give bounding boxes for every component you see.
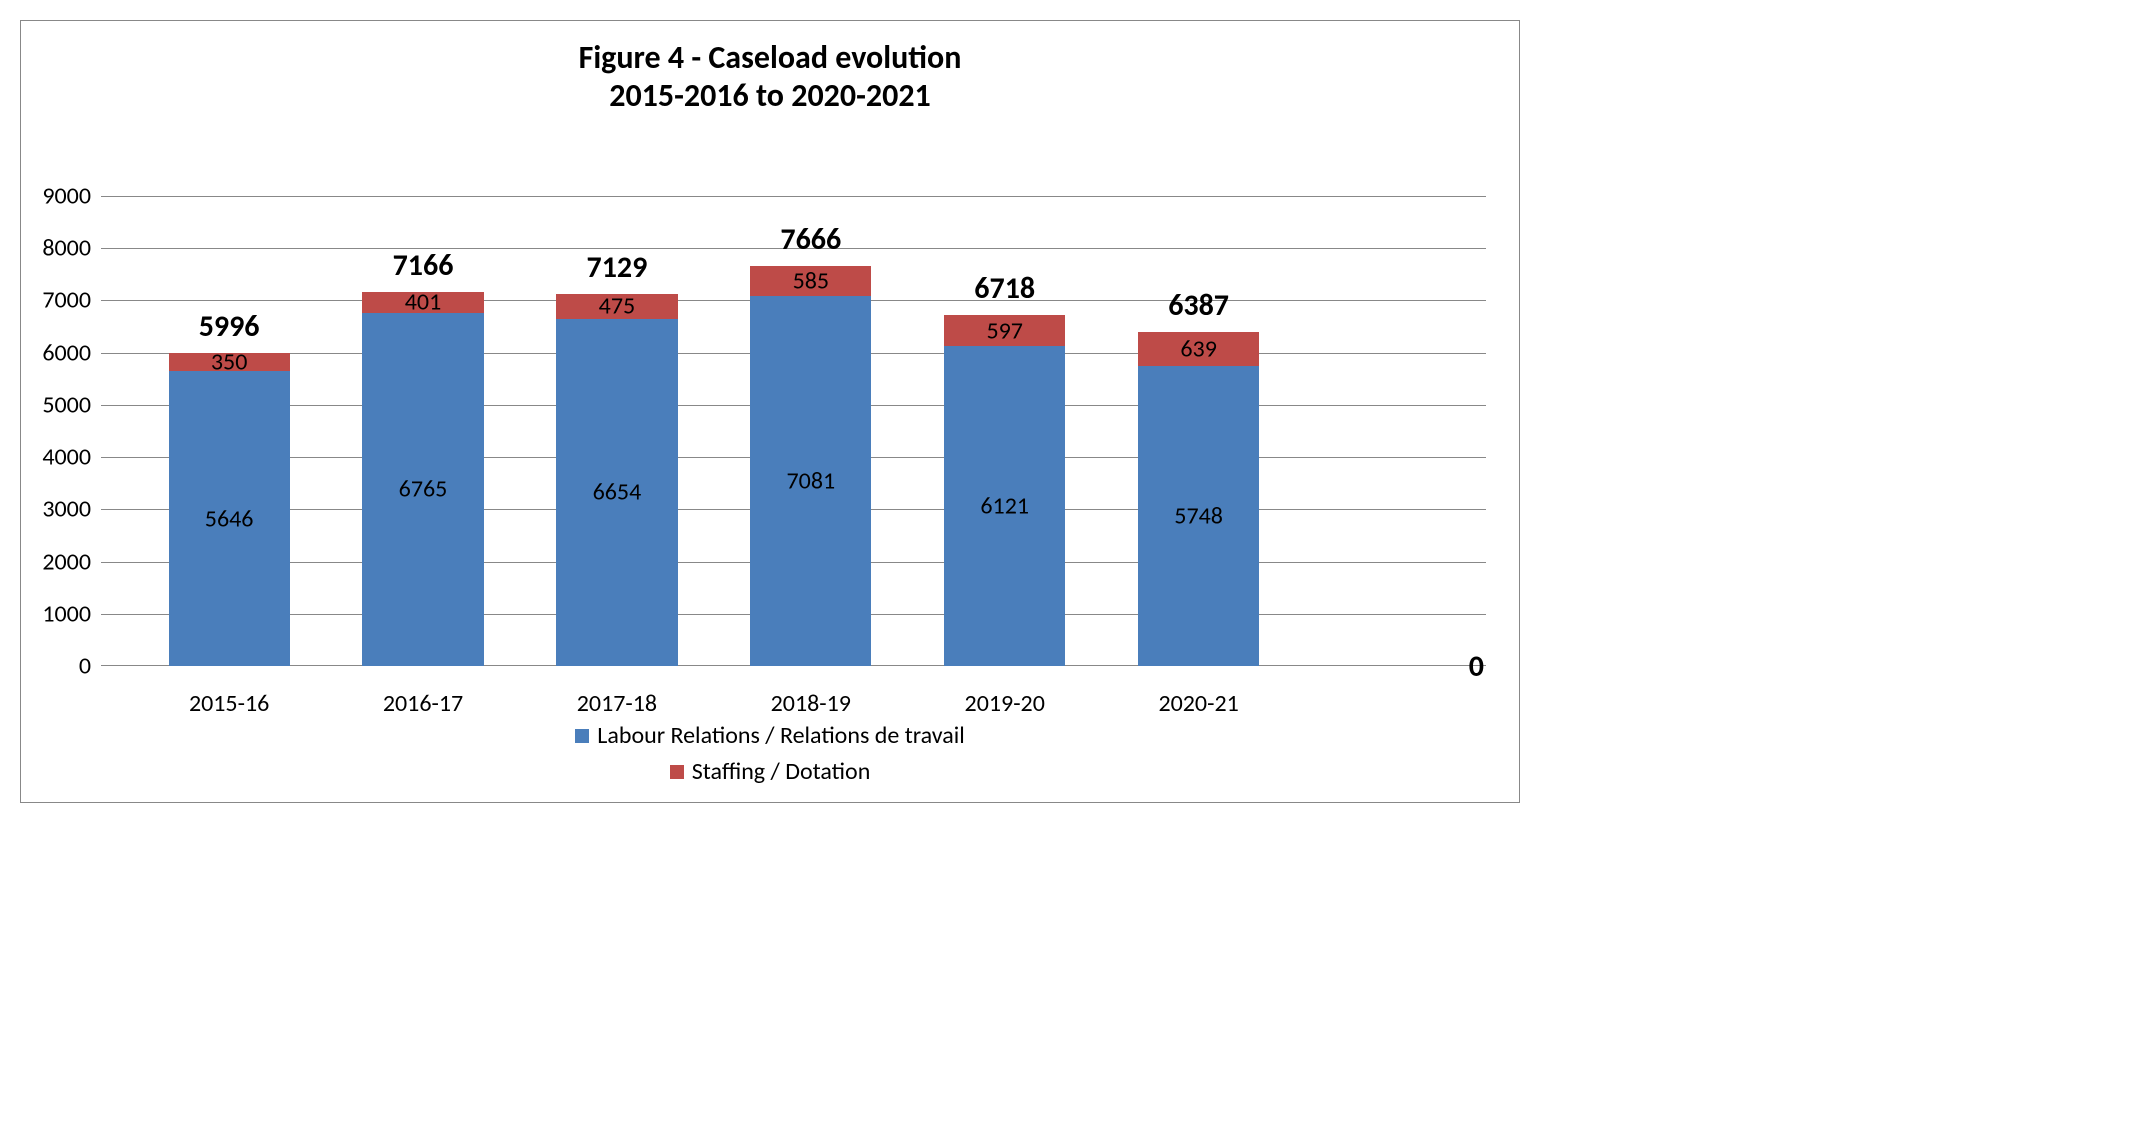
bar-total-label: 7666 bbox=[730, 221, 891, 258]
bar-total-label: 7129 bbox=[536, 249, 697, 286]
x-axis-category-label: 2020-21 bbox=[1112, 689, 1285, 718]
x-axis-category-label: 2017-18 bbox=[530, 689, 703, 718]
bar-seg-labour-relations: 7081 bbox=[750, 296, 871, 666]
chart-title: Figure 4 - Caseload evolution 2015-2016 … bbox=[21, 21, 1519, 116]
bar-seg-labour-relations: 5748 bbox=[1138, 366, 1259, 666]
y-axis-tick-label: 1000 bbox=[42, 599, 91, 628]
x-axis-category-label: 2016-17 bbox=[336, 689, 509, 718]
bar-seg-labour-relations: 5646 bbox=[169, 371, 290, 666]
bar-value-label: 597 bbox=[944, 316, 1065, 345]
bar-value-label: 6654 bbox=[556, 478, 677, 507]
x-axis-labels: 2015-16 2016-17 2017-18 2018-19 2019-20 2020-… bbox=[101, 681, 1486, 721]
bar-seg-labour-relations: 6121 bbox=[944, 346, 1065, 666]
bar-seg-staffing: 639 bbox=[1138, 332, 1259, 365]
bar-value-label: 585 bbox=[750, 266, 871, 295]
y-axis-tick-label: 4000 bbox=[42, 443, 91, 472]
bar-value-label: 639 bbox=[1138, 335, 1259, 364]
bar-total-label: 7166 bbox=[342, 247, 503, 284]
bar-slot: 57486396387 bbox=[1138, 196, 1259, 666]
bar-seg-staffing: 597 bbox=[944, 315, 1065, 346]
x-axis-category-label: 2019-20 bbox=[918, 689, 1091, 718]
y-axis-tick-label: 6000 bbox=[42, 338, 91, 367]
bar-value-label: 401 bbox=[362, 288, 483, 317]
y-axis-tick-label: 2000 bbox=[42, 547, 91, 576]
bar-seg-staffing: 585 bbox=[750, 266, 871, 297]
x-axis-category-label: 2015-16 bbox=[143, 689, 316, 718]
y-axis-tick-label: 8000 bbox=[42, 234, 91, 263]
y-axis-tick-label: 5000 bbox=[42, 390, 91, 419]
bar-value-label: 475 bbox=[556, 292, 677, 321]
bar-total-label: 5996 bbox=[149, 308, 310, 345]
bar-slot: 70815857666 bbox=[750, 196, 871, 666]
legend-label: Labour Relations / Relations de travail bbox=[597, 718, 965, 754]
chart-container: Figure 4 - Caseload evolution 2015-2016 … bbox=[20, 20, 1520, 803]
bar-total-label: 6387 bbox=[1118, 287, 1279, 324]
legend: Labour Relations / Relations de travail … bbox=[21, 718, 1519, 790]
bar-value-label: 5748 bbox=[1138, 501, 1259, 530]
y-axis-tick-label: 3000 bbox=[42, 495, 91, 524]
bar-value-label: 6765 bbox=[362, 475, 483, 504]
bar-value-label: 7081 bbox=[750, 467, 871, 496]
legend-label: Staffing / Dotation bbox=[692, 754, 871, 790]
bar-seg-labour-relations: 6654 bbox=[556, 319, 677, 666]
bar-slot: 66544757129 bbox=[556, 196, 677, 666]
y-axis-labels: 0100020003000400050006000700080009000 bbox=[31, 196, 91, 666]
chart-title-line-2: 2015-2016 to 2020-2021 bbox=[21, 77, 1519, 115]
bar-slot: 56463505996 bbox=[169, 196, 290, 666]
stray-zero-label: 0 bbox=[1469, 648, 1484, 685]
bar-seg-staffing: 475 bbox=[556, 294, 677, 319]
y-axis-tick-label: 0 bbox=[79, 652, 91, 681]
x-axis-category-label: 2018-19 bbox=[724, 689, 897, 718]
legend-item-staffing: Staffing / Dotation bbox=[670, 754, 871, 790]
bar-seg-staffing: 401 bbox=[362, 292, 483, 313]
bar-slot: 67654017166 bbox=[362, 196, 483, 666]
legend-swatch-icon bbox=[575, 729, 589, 743]
plot-area: 5646 350 5996 6765 401 7166 6654 475 7129 7081 585… bbox=[101, 196, 1486, 666]
bar-value-label: 350 bbox=[169, 348, 290, 377]
legend-item-labour-relations: Labour Relations / Relations de travail bbox=[575, 718, 965, 754]
bar-seg-labour-relations: 6765 bbox=[362, 313, 483, 666]
bar-value-label: 5646 bbox=[169, 504, 290, 533]
bar-seg-staffing: 350 bbox=[169, 353, 290, 371]
bar-slot: 61215976718 bbox=[944, 196, 1065, 666]
legend-swatch-icon bbox=[670, 765, 684, 779]
y-axis-tick-label: 7000 bbox=[42, 286, 91, 315]
y-axis-tick-label: 9000 bbox=[42, 182, 91, 211]
bar-value-label: 6121 bbox=[944, 492, 1065, 521]
chart-title-line-1: Figure 4 - Caseload evolution bbox=[21, 39, 1519, 77]
bar-total-label: 6718 bbox=[924, 270, 1085, 307]
